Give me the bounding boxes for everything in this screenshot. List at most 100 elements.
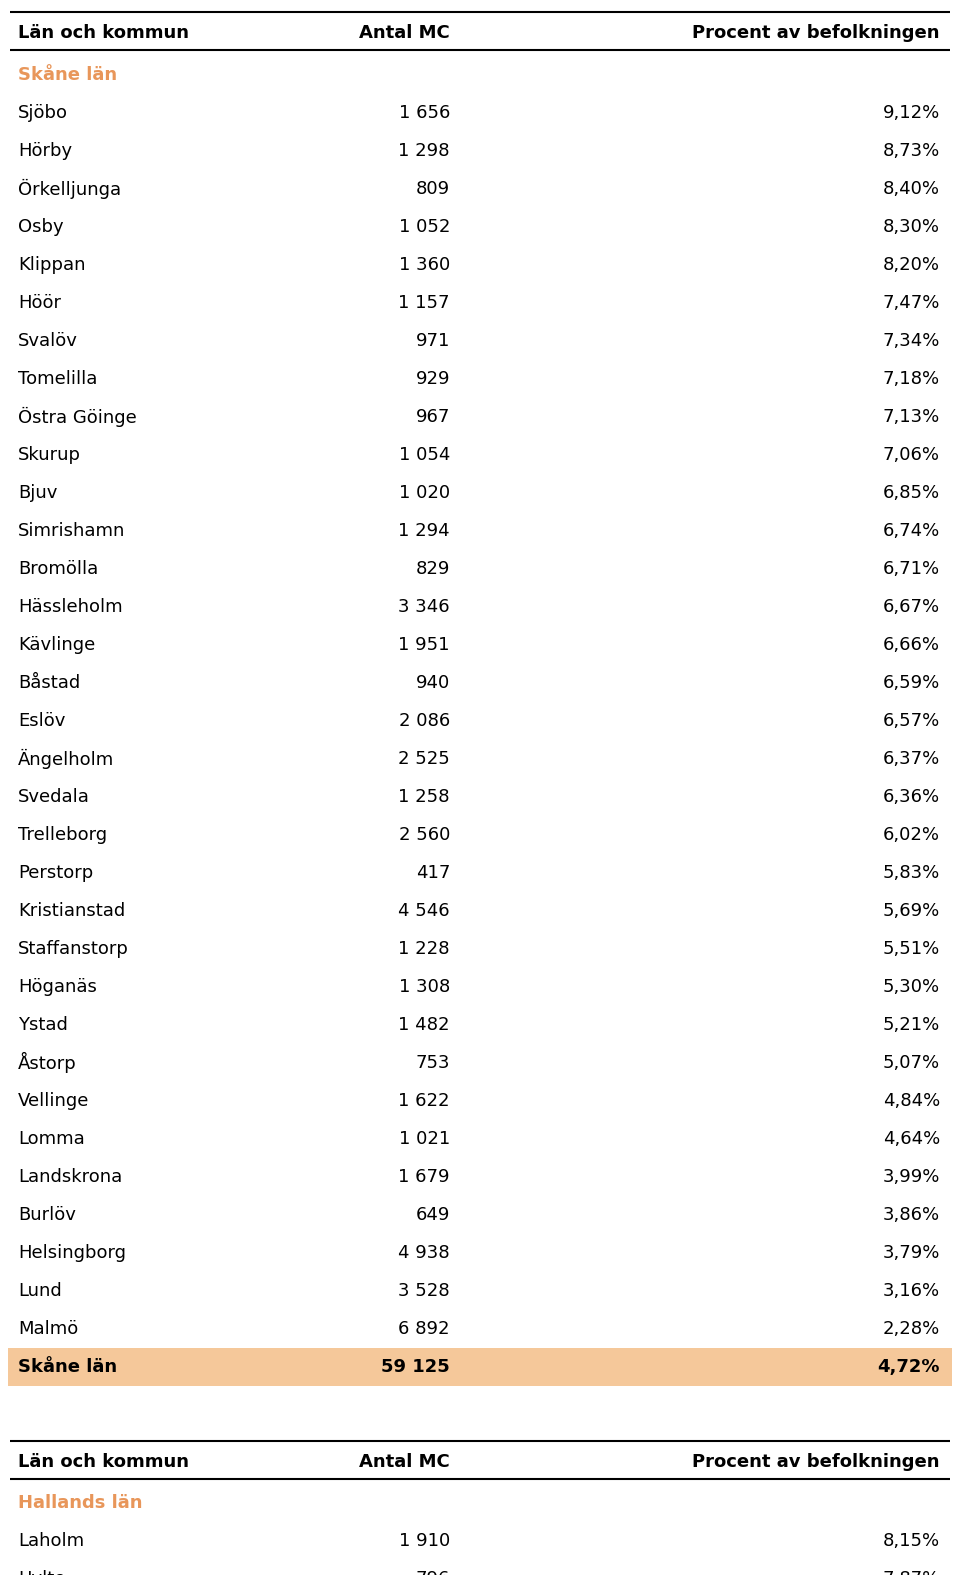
Text: 3,79%: 3,79% — [882, 1244, 940, 1262]
Text: Höör: Höör — [18, 293, 61, 312]
Text: 7,06%: 7,06% — [883, 446, 940, 463]
Text: 8,20%: 8,20% — [883, 255, 940, 274]
Text: Hässleholm: Hässleholm — [18, 597, 123, 616]
Text: 1 294: 1 294 — [398, 521, 450, 540]
Text: Laholm: Laholm — [18, 1532, 84, 1550]
Text: 2 086: 2 086 — [398, 712, 450, 729]
Text: Svalöv: Svalöv — [18, 332, 78, 350]
Text: 4,84%: 4,84% — [883, 1091, 940, 1110]
Text: 967: 967 — [416, 408, 450, 425]
Text: Lund: Lund — [18, 1282, 61, 1299]
Text: Örkelljunga: Örkelljunga — [18, 178, 121, 198]
Text: Ystad: Ystad — [18, 1016, 68, 1033]
Text: Län och kommun: Län och kommun — [18, 24, 189, 43]
Text: Skåne län: Skåne län — [18, 66, 117, 83]
Text: 3 346: 3 346 — [398, 597, 450, 616]
Text: Klippan: Klippan — [18, 255, 85, 274]
Text: 6,02%: 6,02% — [883, 825, 940, 844]
Text: 3,99%: 3,99% — [882, 1167, 940, 1186]
Text: Skåne län: Skåne län — [18, 1358, 117, 1375]
Text: 5,07%: 5,07% — [883, 1054, 940, 1071]
Text: Höganäs: Höganäs — [18, 978, 97, 995]
Text: 7,18%: 7,18% — [883, 370, 940, 387]
Text: 1 054: 1 054 — [398, 446, 450, 463]
Text: 3,16%: 3,16% — [883, 1282, 940, 1299]
Text: Svedala: Svedala — [18, 788, 90, 806]
Text: Län och kommun: Län och kommun — [18, 1452, 189, 1471]
Text: 1 298: 1 298 — [398, 142, 450, 159]
Text: Åstorp: Åstorp — [18, 1052, 77, 1073]
Text: 1 482: 1 482 — [398, 1016, 450, 1033]
Text: Malmö: Malmö — [18, 1320, 79, 1337]
Text: 6,57%: 6,57% — [883, 712, 940, 729]
Text: 2,28%: 2,28% — [883, 1320, 940, 1337]
Text: 5,69%: 5,69% — [883, 902, 940, 920]
Text: Ängelholm: Ängelholm — [18, 748, 114, 769]
Text: 5,21%: 5,21% — [883, 1016, 940, 1033]
Text: 796: 796 — [416, 1570, 450, 1575]
Text: 1 157: 1 157 — [398, 293, 450, 312]
Text: Landskrona: Landskrona — [18, 1167, 122, 1186]
Text: Antal MC: Antal MC — [359, 1452, 450, 1471]
Text: Staffanstorp: Staffanstorp — [18, 940, 129, 958]
Text: 6,85%: 6,85% — [883, 484, 940, 502]
Text: 829: 829 — [416, 559, 450, 578]
Text: Hörby: Hörby — [18, 142, 72, 159]
Text: 1 052: 1 052 — [398, 217, 450, 236]
Text: 3 528: 3 528 — [398, 1282, 450, 1299]
Text: 1 228: 1 228 — [398, 940, 450, 958]
Text: Perstorp: Perstorp — [18, 863, 93, 882]
Text: 1 910: 1 910 — [398, 1532, 450, 1550]
Text: 6 892: 6 892 — [398, 1320, 450, 1337]
Text: Eslöv: Eslöv — [18, 712, 65, 729]
Text: 2 525: 2 525 — [398, 750, 450, 767]
Text: 1 951: 1 951 — [398, 636, 450, 654]
Text: 649: 649 — [416, 1206, 450, 1224]
Text: Osby: Osby — [18, 217, 63, 236]
Text: 7,47%: 7,47% — [882, 293, 940, 312]
Text: 1 656: 1 656 — [398, 104, 450, 121]
Text: Procent av befolkningen: Procent av befolkningen — [692, 24, 940, 43]
Text: 5,30%: 5,30% — [883, 978, 940, 995]
Text: 6,67%: 6,67% — [883, 597, 940, 616]
Text: Kristianstad: Kristianstad — [18, 902, 125, 920]
Text: 1 308: 1 308 — [398, 978, 450, 995]
Text: Hylte: Hylte — [18, 1570, 65, 1575]
Text: 929: 929 — [416, 370, 450, 387]
Text: 6,59%: 6,59% — [883, 674, 940, 691]
Text: Tomelilla: Tomelilla — [18, 370, 97, 387]
Text: 971: 971 — [416, 332, 450, 350]
Text: 6,36%: 6,36% — [883, 788, 940, 806]
Text: 7,87%: 7,87% — [883, 1570, 940, 1575]
Text: 417: 417 — [416, 863, 450, 882]
Text: 1 020: 1 020 — [398, 484, 450, 502]
Text: 3,86%: 3,86% — [883, 1206, 940, 1224]
Text: Kävlinge: Kävlinge — [18, 636, 95, 654]
Text: 1 360: 1 360 — [398, 255, 450, 274]
FancyBboxPatch shape — [8, 1348, 952, 1386]
Text: 4 938: 4 938 — [398, 1244, 450, 1262]
Text: Bromölla: Bromölla — [18, 559, 98, 578]
Text: Båstad: Båstad — [18, 674, 81, 691]
Text: Hallands län: Hallands län — [18, 1495, 142, 1512]
Text: 4,64%: 4,64% — [883, 1129, 940, 1148]
Text: 1 021: 1 021 — [398, 1129, 450, 1148]
Text: Vellinge: Vellinge — [18, 1091, 89, 1110]
Text: Östra Göinge: Östra Göinge — [18, 406, 136, 427]
Text: Sjöbo: Sjöbo — [18, 104, 68, 121]
Text: 6,71%: 6,71% — [883, 559, 940, 578]
Text: 7,13%: 7,13% — [883, 408, 940, 425]
Text: Bjuv: Bjuv — [18, 484, 58, 502]
Text: Helsingborg: Helsingborg — [18, 1244, 126, 1262]
Text: Procent av befolkningen: Procent av befolkningen — [692, 1452, 940, 1471]
Text: 5,83%: 5,83% — [883, 863, 940, 882]
Text: Skurup: Skurup — [18, 446, 81, 463]
Text: Lomma: Lomma — [18, 1129, 84, 1148]
Text: Trelleborg: Trelleborg — [18, 825, 108, 844]
Text: 6,66%: 6,66% — [883, 636, 940, 654]
Text: 940: 940 — [416, 674, 450, 691]
Text: Antal MC: Antal MC — [359, 24, 450, 43]
Text: 4 546: 4 546 — [398, 902, 450, 920]
Text: 2 560: 2 560 — [398, 825, 450, 844]
Text: 7,34%: 7,34% — [882, 332, 940, 350]
